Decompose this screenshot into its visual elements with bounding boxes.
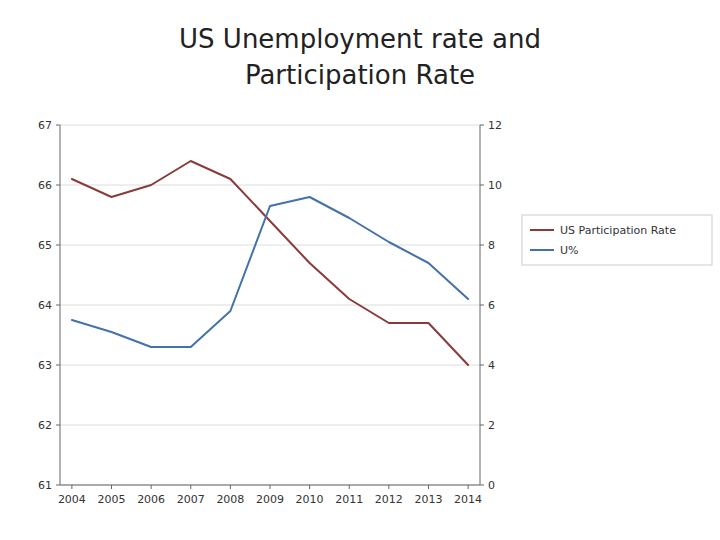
y2-tick-label: 8 <box>488 239 495 252</box>
x-tick <box>190 485 191 489</box>
grid-line <box>60 425 480 426</box>
y-tick-label: 65 <box>38 239 52 252</box>
legend-swatch <box>530 249 554 251</box>
plot-area <box>72 161 468 365</box>
y-tick-label: 67 <box>38 119 52 132</box>
y-tick-label: 63 <box>38 359 52 372</box>
y2-tick-label: 2 <box>488 419 495 432</box>
x-tick-label: 2014 <box>454 493 482 506</box>
y2-tick-label: 4 <box>488 359 495 372</box>
grid-line <box>60 305 480 306</box>
chart: US Unemployment rate andParticipation Ra… <box>0 0 720 540</box>
x-tick <box>349 485 350 489</box>
x-tick-label: 2005 <box>98 493 126 506</box>
legend-frame <box>522 215 712 265</box>
x-tick-label: 2009 <box>256 493 284 506</box>
y-tick <box>56 185 60 186</box>
y-tick-label: 64 <box>38 299 52 312</box>
legend-label: U% <box>560 244 579 257</box>
grid-line <box>60 245 480 246</box>
x-tick-label: 2011 <box>335 493 363 506</box>
title: US Unemployment rate andParticipation Ra… <box>179 24 541 90</box>
y2-tick-label: 6 <box>488 299 495 312</box>
y2-tick-label: 0 <box>488 479 495 492</box>
x-tick <box>468 485 469 489</box>
legend-swatch <box>530 229 554 231</box>
grid-line <box>60 185 480 186</box>
y2-tick <box>480 305 484 306</box>
y2-tick <box>480 185 484 186</box>
x-tick <box>270 485 271 489</box>
y-tick <box>56 245 60 246</box>
y-tick <box>56 485 60 486</box>
x-tick-label: 2012 <box>375 493 403 506</box>
y-tick-label: 61 <box>38 479 52 492</box>
x-tick-label: 2013 <box>414 493 442 506</box>
x-tick-label: 2007 <box>177 493 205 506</box>
x-tick <box>230 485 231 489</box>
x-tick <box>428 485 429 489</box>
grid-line <box>60 365 480 366</box>
x-tick <box>388 485 389 489</box>
x-tick-label: 2006 <box>137 493 165 506</box>
series-line <box>72 197 468 347</box>
grid <box>60 125 480 485</box>
series-line <box>72 161 468 365</box>
y2-tick <box>480 365 484 366</box>
x-tick <box>111 485 112 489</box>
y2-tick <box>480 485 484 486</box>
axes: 61 62 63 64 65 66 67 0 2 4 6 8 10 12 2004 2005 2006 2007 2… <box>38 119 502 506</box>
y-tick-label: 66 <box>38 179 52 192</box>
x-tick <box>71 485 72 489</box>
grid-line <box>60 125 480 126</box>
y-tick <box>56 125 60 126</box>
y2-tick <box>480 125 484 126</box>
y-tick <box>56 425 60 426</box>
legend: US Participation Rate U% <box>522 215 712 265</box>
y-tick-label: 62 <box>38 419 52 432</box>
x-tick-label: 2004 <box>58 493 86 506</box>
x-tick <box>151 485 152 489</box>
legend-label: US Participation Rate <box>560 224 676 237</box>
x-tick-label: 2008 <box>216 493 244 506</box>
y-tick <box>56 305 60 306</box>
y2-tick <box>480 425 484 426</box>
y2-tick-label: 12 <box>488 119 502 132</box>
x-tick <box>309 485 310 489</box>
x-tick-label: 2010 <box>296 493 324 506</box>
y-tick <box>56 365 60 366</box>
y2-tick-label: 10 <box>488 179 502 192</box>
y2-tick <box>480 245 484 246</box>
